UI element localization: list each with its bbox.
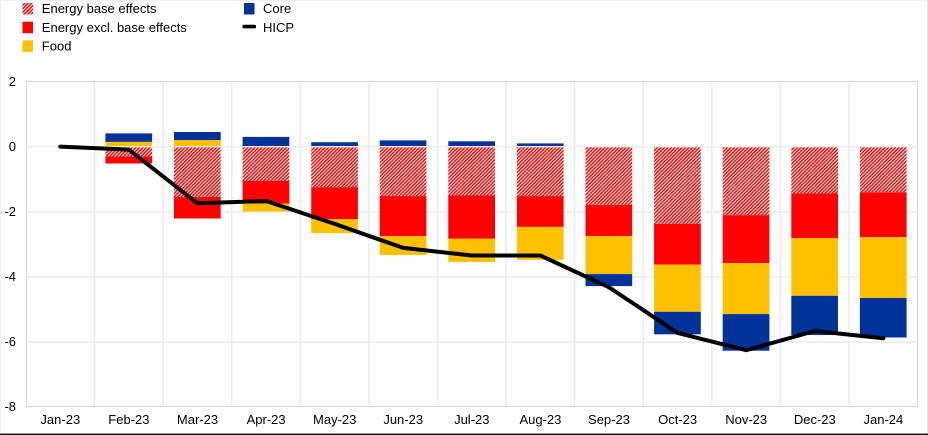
svg-text:Core: Core [263,1,291,16]
svg-text:Jan-23: Jan-23 [40,412,80,427]
svg-text:Sep-23: Sep-23 [588,412,630,427]
svg-text:Mar-23: Mar-23 [177,412,218,427]
svg-text:Jul-23: Jul-23 [454,412,489,427]
svg-text:Jan-24: Jan-24 [864,412,904,427]
svg-text:Jun-23: Jun-23 [383,412,423,427]
svg-text:May-23: May-23 [313,412,356,427]
svg-text:2: 2 [9,74,16,89]
svg-text:-2: -2 [4,204,16,219]
svg-text:-6: -6 [4,334,16,349]
svg-text:Feb-23: Feb-23 [108,412,149,427]
svg-text:Energy base effects: Energy base effects [42,1,157,16]
svg-text:HICP: HICP [263,20,294,35]
svg-text:Aug-23: Aug-23 [519,412,561,427]
svg-text:0: 0 [9,139,16,154]
svg-text:-4: -4 [4,269,16,284]
svg-text:Apr-23: Apr-23 [247,412,286,427]
svg-text:Food: Food [42,39,72,54]
svg-text:Oct-23: Oct-23 [658,412,697,427]
svg-text:Nov-23: Nov-23 [725,412,767,427]
svg-text:-8: -8 [4,399,16,414]
svg-text:Energy excl. base effects: Energy excl. base effects [42,20,188,35]
svg-text:Dec-23: Dec-23 [794,412,836,427]
